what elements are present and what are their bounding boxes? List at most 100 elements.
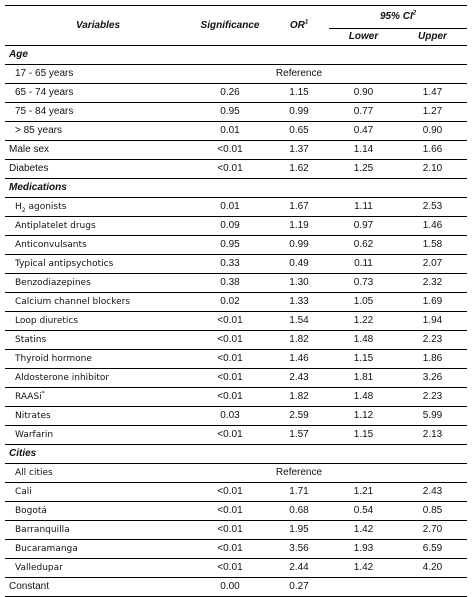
significance-cell: <0.01	[191, 140, 269, 160]
or-header: OR1	[289, 19, 309, 31]
row-label: Nitrates	[5, 406, 191, 426]
table-row: > 85 years 0.01 0.65 0.47 0.90	[5, 121, 468, 141]
variables-header: Variables	[75, 19, 121, 31]
upper-cell: 3.26	[398, 368, 468, 388]
or-cell: 0.27	[269, 577, 329, 597]
significance-cell: 0.33	[191, 254, 269, 274]
row-label: Calcium channel blockers	[5, 292, 191, 312]
row-label: Cali	[5, 482, 191, 502]
significance-cell: 0.01	[191, 121, 269, 141]
lower-cell: 0.73	[329, 273, 398, 293]
row-label: Typical antipsychotics	[5, 254, 191, 274]
or-cell: 1.30	[269, 273, 329, 293]
table-row: Loop diuretics <0.01 1.54 1.22 1.94	[5, 311, 468, 331]
upper-cell: 4.20	[398, 558, 468, 578]
lower-cell: 0.47	[329, 121, 398, 141]
or-cell: 1.67	[269, 197, 329, 217]
or-cell: 0.65	[269, 121, 329, 141]
lower-cell: 1.81	[329, 368, 398, 388]
row-label: Warfarin	[5, 425, 191, 445]
row-label: Loop diuretics	[5, 311, 191, 331]
lower-cell: 1.22	[329, 311, 398, 331]
or-cell: 0.99	[269, 235, 329, 255]
row-label: Bucaramanga	[5, 539, 191, 559]
or-cell: 1.62	[269, 159, 329, 179]
row-label: Statins	[5, 330, 191, 350]
significance-header: Significance	[200, 19, 260, 31]
lower-cell: 1.48	[329, 330, 398, 350]
table-row: Warfarin <0.01 1.57 1.15 2.13	[5, 425, 468, 445]
upper-cell: 2.53	[398, 197, 468, 217]
upper-cell: 1.46	[398, 216, 468, 236]
lower-cell: 1.25	[329, 159, 398, 179]
row-label: Male sex	[5, 140, 191, 160]
or-cell: 2.43	[269, 368, 329, 388]
table-row: Bogotá <0.01 0.68 0.54 0.85	[5, 501, 468, 521]
or-cell: 0.68	[269, 501, 329, 521]
significance-cell: <0.01	[191, 349, 269, 369]
section-title: Cities	[5, 444, 468, 464]
or-cell: 1.82	[269, 387, 329, 407]
or-cell: 1.57	[269, 425, 329, 445]
table-row: Constant 0.00 0.27	[5, 577, 468, 597]
row-label: Antiplatelet drugs	[5, 216, 191, 236]
upper-cell: 6.59	[398, 539, 468, 559]
table-row: Barranquilla <0.01 1.95 1.42 2.70	[5, 520, 468, 540]
table-row: 65 - 74 years 0.26 1.15 0.90 1.47	[5, 83, 468, 103]
upper-cell: 2.13	[398, 425, 468, 445]
section-age: Age	[5, 45, 468, 65]
or-cell: 1.71	[269, 482, 329, 502]
lower-cell: 1.15	[329, 349, 398, 369]
row-label: Benzodiazepines	[5, 273, 191, 293]
upper-cell: 1.94	[398, 311, 468, 331]
row-label: 65 - 74 years	[5, 83, 191, 103]
table-row: Aldosterone inhibitor <0.01 2.43 1.81 3.26	[5, 368, 468, 388]
table-row: Benzodiazepines 0.38 1.30 0.73 2.32	[5, 273, 468, 293]
or-cell: 2.59	[269, 406, 329, 426]
table-row: Male sex <0.01 1.37 1.14 1.66	[5, 140, 468, 160]
or-cell: 1.19	[269, 216, 329, 236]
row-label: Aldosterone inhibitor	[5, 368, 191, 388]
upper-cell: 2.23	[398, 330, 468, 350]
upper-cell	[398, 463, 468, 483]
significance-cell: <0.01	[191, 159, 269, 179]
row-label: Diabetes	[5, 159, 191, 179]
or-cell: 1.95	[269, 520, 329, 540]
or-cell: 1.15	[269, 83, 329, 103]
table-row: Typical antipsychotics 0.33 0.49 0.11 2.07	[5, 254, 468, 274]
table-row: Diabetes <0.01 1.62 1.25 2.10	[5, 159, 468, 179]
lower-cell: 1.42	[329, 520, 398, 540]
section-title: Medications	[5, 178, 468, 198]
significance-cell: 0.03	[191, 406, 269, 426]
or-cell: 1.82	[269, 330, 329, 350]
lower-cell: 1.12	[329, 406, 398, 426]
or-cell: 2.44	[269, 558, 329, 578]
significance-cell: 0.01	[191, 197, 269, 217]
regression-table: Variables Significance OR1 95% CI2 Lower…	[5, 5, 468, 597]
upper-header: Upper	[418, 31, 447, 42]
section-medications: Medications	[5, 178, 468, 198]
lower-cell: 0.77	[329, 102, 398, 122]
reference-cell: Reference	[269, 463, 329, 483]
lower-cell: 0.97	[329, 216, 398, 236]
upper-cell: 1.58	[398, 235, 468, 255]
significance-cell: <0.01	[191, 368, 269, 388]
significance-cell: <0.01	[191, 501, 269, 521]
or-cell: 1.46	[269, 349, 329, 369]
table-row: Thyroid hormone <0.01 1.46 1.15 1.86	[5, 349, 468, 369]
or-cell: 1.37	[269, 140, 329, 160]
significance-cell: <0.01	[191, 330, 269, 350]
table-page: Variables Significance OR1 95% CI2 Lower…	[5, 5, 468, 597]
lower-cell: 1.14	[329, 140, 398, 160]
lower-cell: 0.90	[329, 83, 398, 103]
table-row: Calcium channel blockers 0.02 1.33 1.05 1.69	[5, 292, 468, 312]
row-label: Barranquilla	[5, 520, 191, 540]
lower-cell: 0.62	[329, 235, 398, 255]
lower-cell: 1.05	[329, 292, 398, 312]
lower-cell: 0.11	[329, 254, 398, 274]
section-cities: Cities	[5, 444, 468, 464]
lower-cell: 1.11	[329, 197, 398, 217]
lower-cell: 0.54	[329, 501, 398, 521]
table-row: All cities Reference	[5, 463, 468, 483]
table-row: H2 agonists 0.01 1.67 1.11 2.53	[5, 197, 468, 217]
